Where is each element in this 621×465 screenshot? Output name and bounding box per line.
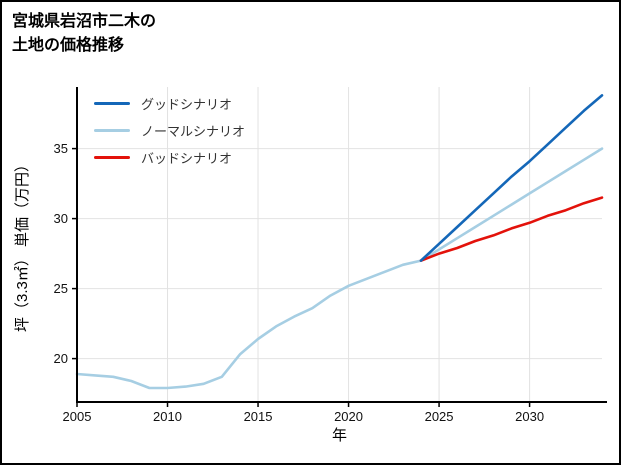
legend-swatch xyxy=(94,128,130,132)
legend-label: ノーマルシナリオ xyxy=(141,123,246,139)
svg-text:2025: 2025 xyxy=(425,409,454,424)
x-axis-label: 年 xyxy=(332,427,347,444)
svg-text:2010: 2010 xyxy=(153,409,182,424)
y-tick-labels: 20 25 30 35 xyxy=(54,141,68,366)
x-tick-labels: 2005 2010 2015 2020 2025 2030 xyxy=(63,409,545,424)
chart-title-line-1: 宮城県岩沼市二木の xyxy=(12,13,157,30)
svg-text:2020: 2020 xyxy=(334,409,363,424)
chart-title-line-2: 土地の価格推移 xyxy=(12,37,125,54)
legend-label: グッドシナリオ xyxy=(141,96,233,112)
svg-text:25: 25 xyxy=(54,281,68,296)
legend-item: ノーマルシナリオ xyxy=(94,121,245,139)
svg-text:2005: 2005 xyxy=(63,409,92,424)
series-line-normal xyxy=(75,147,604,390)
y-axis-label: 坪（3.3㎡） 単価（万円） xyxy=(14,157,31,332)
svg-text:20: 20 xyxy=(54,351,68,366)
axes xyxy=(76,87,607,403)
legend-swatch xyxy=(94,155,130,159)
chart-title: 宮城県岩沼市二木の 土地の価格推移 xyxy=(12,10,156,58)
svg-text:2030: 2030 xyxy=(515,409,544,424)
tick-marks xyxy=(72,147,531,407)
series-line-bad xyxy=(419,196,604,262)
legend-item: バッドシナリオ xyxy=(94,148,245,166)
svg-text:30: 30 xyxy=(54,211,68,226)
legend-label: バッドシナリオ xyxy=(141,150,233,166)
svg-text:35: 35 xyxy=(54,141,68,156)
legend-item: グッドシナリオ xyxy=(94,94,245,112)
svg-text:2015: 2015 xyxy=(244,409,273,424)
series-line-good xyxy=(419,94,604,262)
legend-swatch xyxy=(94,101,130,105)
chart-legend: グッドシナリオ ノーマルシナリオ バッドシナリオ xyxy=(94,94,245,166)
